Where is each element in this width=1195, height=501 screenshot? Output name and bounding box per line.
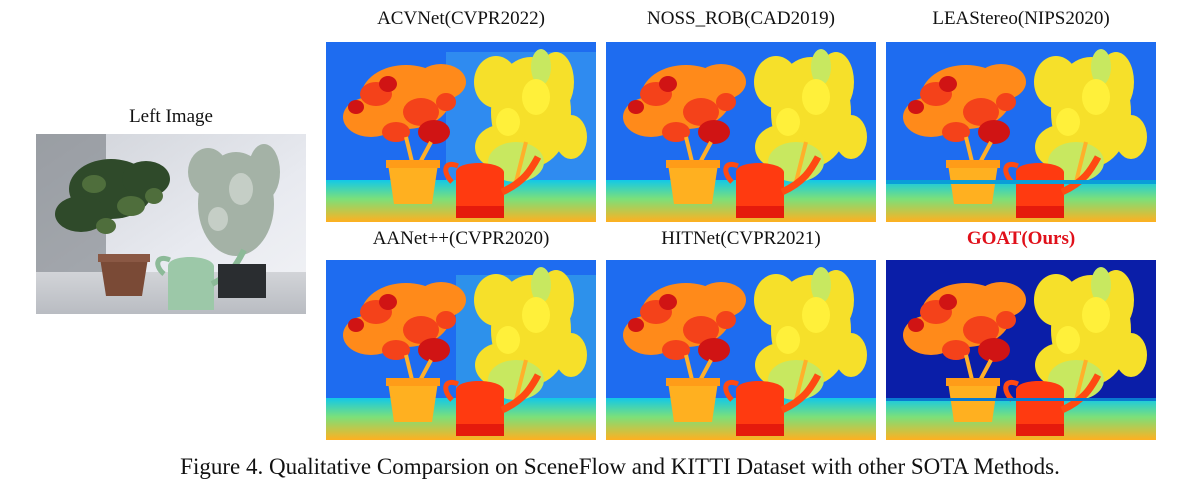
method-label-goat-ours: GOAT(Ours)	[966, 228, 1076, 249]
disparity-map-hitnet	[606, 260, 876, 440]
method-label-noss-rob: NOSS_ROB(CAD2019)	[647, 8, 835, 29]
disparity-map-goat-ours	[886, 260, 1156, 440]
disparity-map-aanet	[326, 260, 596, 440]
disparity-map-noss-rob	[606, 42, 876, 222]
method-label-leastereo: LEAStereo(NIPS2020)	[932, 8, 1110, 29]
method-label-aanet: AANet++(CVPR2020)	[372, 228, 550, 249]
disparity-map-acvnet	[326, 42, 596, 222]
method-label-hitnet: HITNet(CVPR2021)	[661, 228, 821, 249]
left-image-label: Left Image	[129, 106, 213, 127]
method-label-acvnet: ACVNet(CVPR2022)	[377, 8, 545, 29]
left-image-photo	[36, 134, 306, 314]
figure-caption-text: Figure 4. Qualitative Comparsion on Scen…	[180, 454, 1060, 479]
figure-caption: Figure 4. Qualitative Comparsion on Scen…	[0, 454, 1195, 480]
disparity-map-leastereo	[886, 42, 1156, 222]
